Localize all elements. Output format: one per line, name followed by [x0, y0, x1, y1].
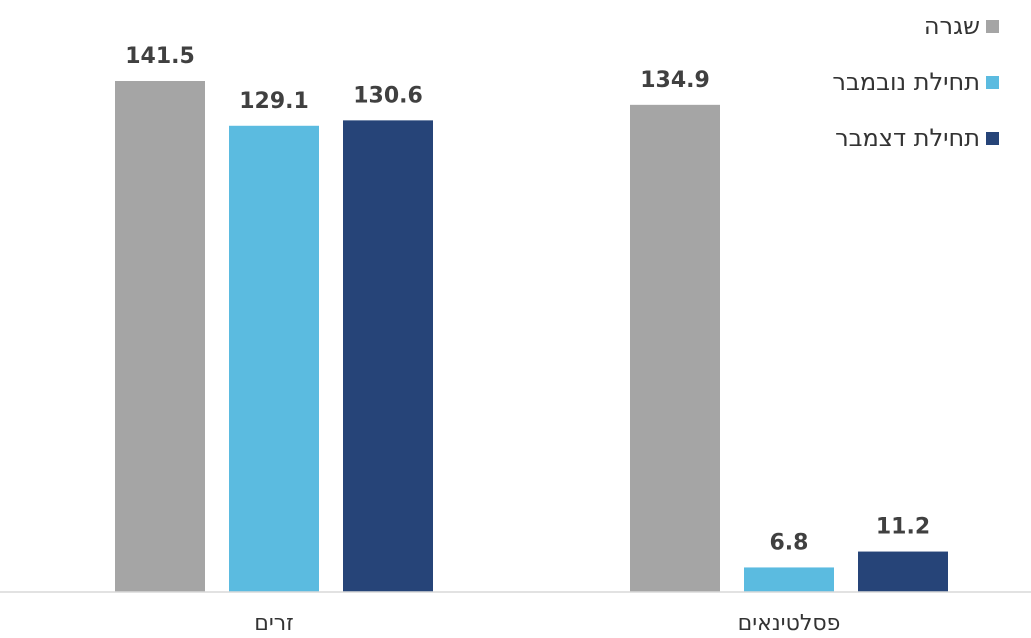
legend-swatch-routine [986, 19, 999, 33]
bars-group [115, 81, 948, 592]
legend-label-routine: שגרה [923, 12, 980, 40]
value-label-palestinians-early-november: 6.8 [770, 530, 809, 555]
bar-palestinians-routine [630, 104, 720, 592]
bar-foreigners-early-november [229, 125, 319, 592]
value-label-foreigners-early-november: 129.1 [239, 89, 309, 114]
legend-item-early-november: תחילת נובמבר [832, 68, 999, 96]
legend-item-routine: שגרה [924, 12, 999, 40]
legend-label-early-november: תחילת נובמבר [832, 68, 980, 96]
legend-swatch-early-december [986, 131, 999, 145]
value-labels-group: 141.5 129.1 130.6 134.9 6.8 11.2 [125, 44, 930, 555]
bar-foreigners-routine [115, 81, 205, 592]
value-label-foreigners-early-december: 130.6 [353, 83, 423, 108]
bar-palestinians-early-november [744, 567, 834, 592]
legend-item-early-december: תחילת דצמבר [835, 124, 999, 152]
category-labels-group: זרים פסלטינאים [254, 611, 840, 636]
legend-swatch-early-november [986, 75, 999, 89]
value-label-palestinians-routine: 134.9 [640, 68, 710, 93]
bar-foreigners-early-december [343, 120, 433, 592]
legend: שגרה תחילת נובמבר תחילת דצמבר [791, 0, 1031, 170]
value-label-palestinians-early-december: 11.2 [876, 515, 930, 540]
category-label-foreigners: זרים [254, 611, 294, 636]
legend-label-early-december: תחילת דצמבר [835, 124, 980, 152]
bar-palestinians-early-december [858, 551, 948, 592]
category-label-palestinians: פסלטינאים [738, 611, 841, 636]
value-label-foreigners-routine: 141.5 [125, 44, 195, 69]
